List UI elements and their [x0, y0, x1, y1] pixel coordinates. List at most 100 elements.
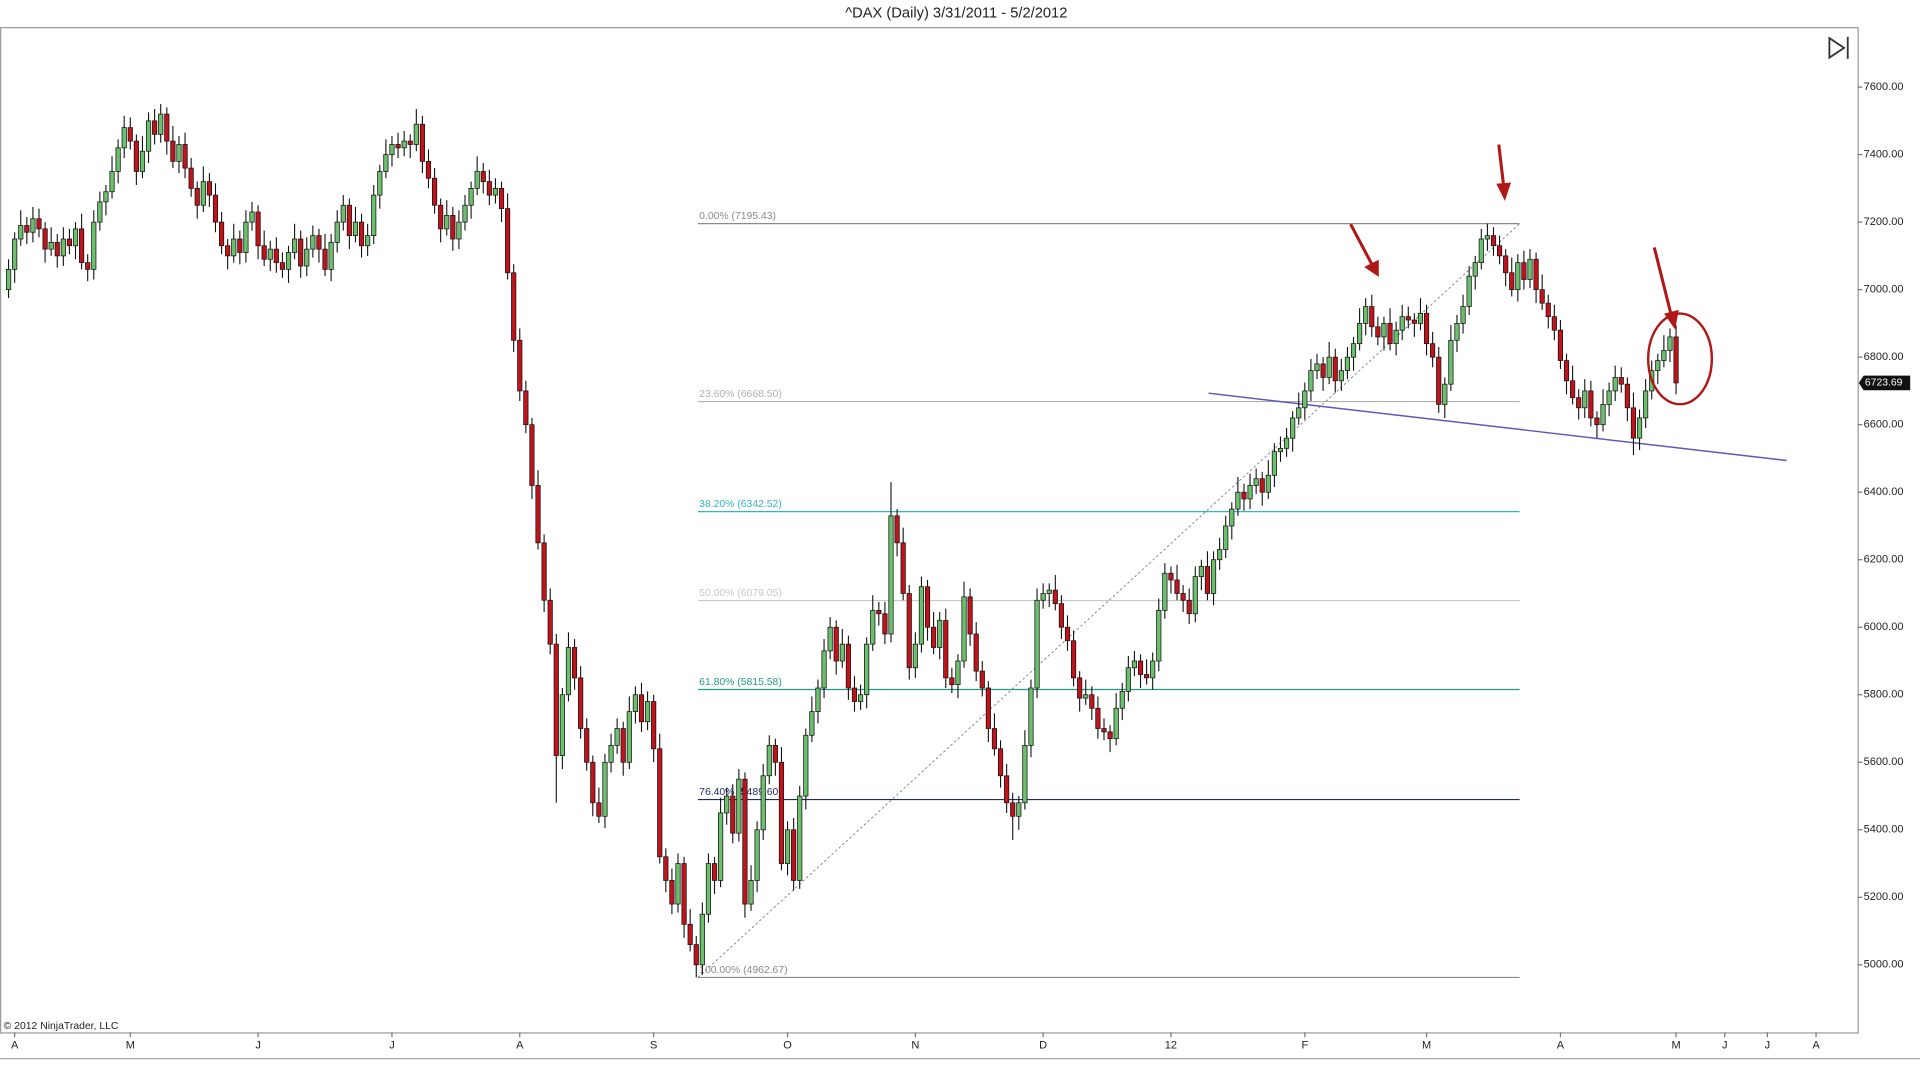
candle-body [480, 171, 486, 182]
candle-body [1210, 559, 1217, 594]
candle-body [565, 647, 572, 696]
candle-body [1661, 350, 1667, 361]
candle-body [1022, 745, 1028, 804]
candle-body [1077, 677, 1083, 699]
candle-body [115, 147, 121, 172]
candle-body [1016, 802, 1022, 817]
copyright: © 2012 NinjaTrader, LLC [4, 1021, 119, 1032]
candle-body [1527, 258, 1533, 280]
candle-body [456, 221, 462, 240]
arrow-head [1496, 182, 1512, 201]
candle-body [961, 596, 967, 662]
candle-body [541, 542, 547, 601]
candle-body [1393, 329, 1399, 345]
candle-body [1490, 235, 1497, 247]
candle-body [1168, 572, 1174, 581]
candle-body [48, 242, 54, 250]
candle-body [791, 829, 797, 881]
candle-body [1612, 377, 1618, 392]
candle-body [1448, 339, 1454, 385]
candle-body [797, 795, 803, 881]
candle-body [218, 221, 225, 247]
candle-body [91, 221, 97, 270]
candle-body [1643, 390, 1649, 419]
candle-body [511, 272, 517, 341]
candle-body [991, 728, 998, 750]
candle-body [407, 140, 413, 145]
candle-body [176, 144, 182, 162]
y-tick-label: 5400.00 [1864, 824, 1904, 836]
candle-body [1089, 694, 1095, 709]
candle-body [474, 171, 480, 189]
candle-body [718, 812, 724, 881]
candle-body [1594, 417, 1600, 426]
x-tick-label: A [1812, 1040, 1820, 1052]
candle-body [1375, 326, 1381, 338]
y-tick-label: 6400.00 [1864, 486, 1904, 498]
candle-body [316, 235, 322, 250]
highlight-circle [1646, 312, 1714, 406]
candle-body [882, 613, 888, 635]
candle-body [292, 238, 298, 253]
play-icon[interactable] [1828, 36, 1846, 60]
toolbar-icon[interactable] [1828, 36, 1849, 60]
candle-body [1004, 775, 1010, 804]
candle-body [1381, 323, 1387, 338]
candle-body [79, 228, 85, 264]
candle-body [632, 694, 638, 713]
candle-body [827, 626, 833, 652]
candle-body [328, 242, 334, 270]
y-tick-label: 7600.00 [1864, 81, 1904, 93]
candle-body [724, 795, 730, 814]
candle-body [322, 248, 328, 270]
fib-label: 61.80% (5815.58) [699, 677, 782, 688]
candle-body [1667, 336, 1673, 351]
fib-label: 0.00% (7195.43) [699, 211, 776, 222]
candle-body [1156, 609, 1162, 662]
candle-body [425, 160, 432, 179]
candle-body [194, 187, 200, 206]
candle-body [24, 225, 30, 233]
candle-body [821, 650, 827, 689]
candle-body [340, 204, 346, 223]
candle-body [1308, 370, 1314, 392]
candle-body [1186, 599, 1192, 615]
candle-body [888, 515, 894, 635]
plot-frame [0, 27, 1859, 1034]
candle-body [212, 194, 219, 223]
candle-body [766, 745, 772, 777]
candle-body [1588, 390, 1594, 419]
candle-body [255, 211, 261, 247]
candle-body [931, 626, 937, 648]
candle-body [1582, 390, 1588, 409]
candle-body [1095, 707, 1101, 729]
candle-body [1290, 417, 1296, 439]
candle-body [346, 204, 352, 236]
candle-body [1058, 603, 1064, 628]
candle-body [644, 701, 651, 723]
candle-body [1411, 319, 1417, 324]
candle-body [669, 880, 675, 905]
candle-body [1454, 323, 1460, 341]
candle-body [687, 923, 693, 945]
y-tick-label: 6000.00 [1864, 621, 1904, 633]
candle-body [103, 191, 109, 203]
candle-body [614, 728, 620, 746]
candle-body [1387, 323, 1393, 345]
candle-body [1247, 485, 1253, 500]
candle-body [523, 390, 529, 426]
candle-body [1655, 360, 1661, 372]
candle-body [833, 626, 839, 662]
candle-body [1271, 451, 1277, 476]
candle-body [760, 775, 766, 831]
candle-body [145, 120, 152, 152]
candle-body [468, 187, 474, 206]
x-tick-label: N [911, 1040, 919, 1052]
candle-body [12, 238, 18, 270]
candle-body [1332, 356, 1338, 382]
candle-body [1277, 447, 1284, 453]
candle-body [858, 694, 864, 702]
candle-body [1515, 262, 1521, 291]
